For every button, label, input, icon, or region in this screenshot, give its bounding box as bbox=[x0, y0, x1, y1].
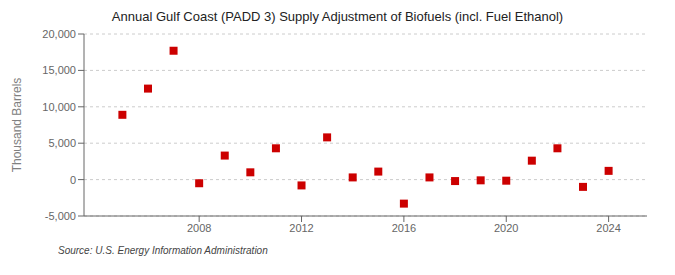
svg-text:0: 0 bbox=[70, 174, 76, 186]
svg-text:20,000: 20,000 bbox=[42, 28, 76, 40]
svg-text:2016: 2016 bbox=[392, 222, 416, 234]
svg-text:2012: 2012 bbox=[289, 222, 313, 234]
html-text:Annual Gulf Coast (PADD 3) Sup: Annual Gulf Coast (PADD 3) Supply Adjust… bbox=[111, 9, 564, 24]
svg-text:Thousand Barrels: Thousand Barrels bbox=[10, 78, 24, 173]
html-text:Source: U.S. Energy Informatio: Source: U.S. Energy Information Administ… bbox=[58, 245, 268, 256]
svg-text:15,000: 15,000 bbox=[42, 64, 76, 76]
svg-text:2008: 2008 bbox=[187, 222, 211, 234]
svg-text:5,000: 5,000 bbox=[48, 137, 76, 149]
svg-text:-5,000: -5,000 bbox=[45, 210, 76, 222]
svg-text:10,000: 10,000 bbox=[42, 101, 76, 113]
svg-text:2024: 2024 bbox=[596, 222, 620, 234]
svg-text:2020: 2020 bbox=[494, 222, 518, 234]
